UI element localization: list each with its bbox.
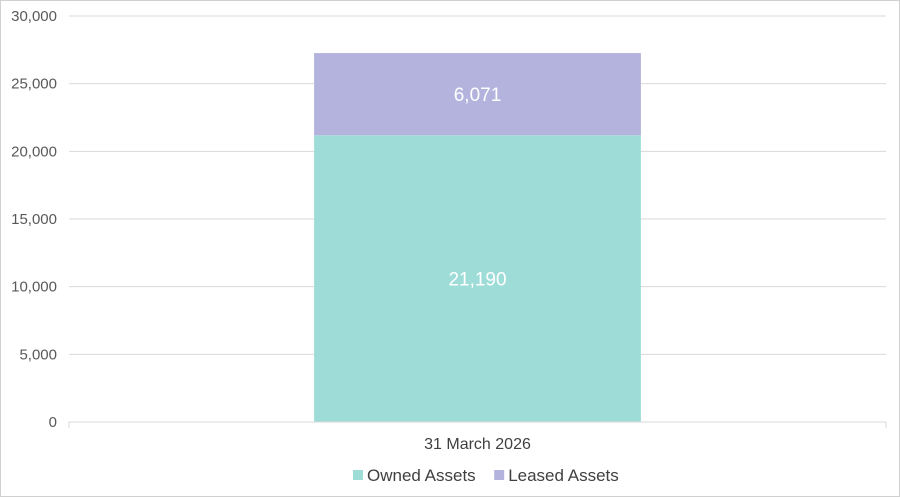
y-tick-label: 10,000 [11,279,57,296]
y-tick-label: 20,000 [11,143,57,160]
y-tick-label: 5,000 [19,346,57,363]
x-tick-label: 31 March 2026 [424,436,531,453]
legend-label: Owned Assets [367,466,476,485]
legend: Owned Assets Leased Assets [353,466,619,485]
y-tick-label: 25,000 [11,76,57,93]
bars: 21,190 6,071 [314,53,641,422]
y-tick-label: 0 [49,414,57,431]
x-axis: 31 March 2026 [68,421,887,453]
bar-segment [314,53,641,136]
data-label: 6,071 [454,85,502,106]
y-tick-label: 15,000 [11,211,57,228]
data-label: 21,190 [448,270,506,291]
legend-label: Leased Assets [508,466,619,485]
legend-swatch [353,470,363,480]
legend-swatch [494,470,505,480]
y-axis: 0 5,000 10,000 15,000 20,000 25,000 30,000 [11,8,57,431]
bar-segment [314,135,641,422]
y-tick-label: 30,000 [11,8,57,25]
